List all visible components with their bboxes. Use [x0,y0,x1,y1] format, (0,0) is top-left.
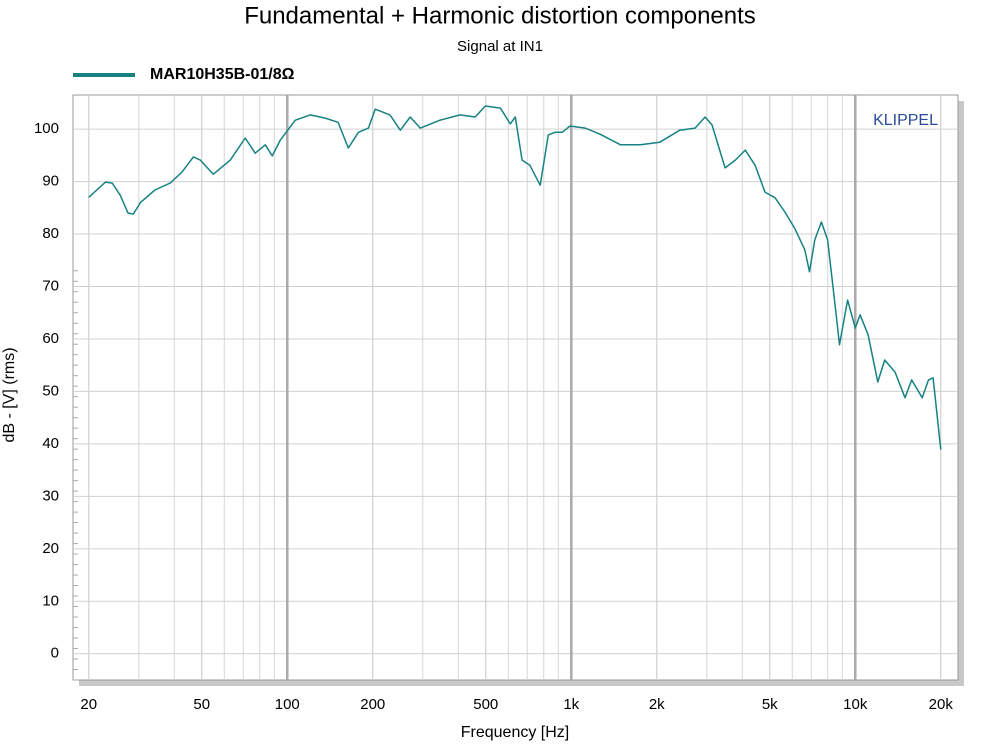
plot-area [72,94,959,681]
x-tick-label: 10k [843,696,868,713]
y-tick-label: 80 [42,225,59,242]
legend-label: MAR10H35B-01/8Ω [150,66,295,83]
y-tick-label: 20 [42,540,59,557]
y-tick-label: 90 [42,173,59,190]
y-tick-label: 0 [51,645,59,662]
x-tick-label: 20 [80,696,97,713]
x-tick-label: 100 [275,696,300,713]
data-line [88,105,942,450]
y-tick-label: 60 [42,330,59,347]
x-tick-label: 1k [563,696,579,713]
y-tick-label: 50 [42,382,59,399]
y-tick-label: 10 [42,592,59,609]
x-tick-label: 50 [193,696,210,713]
x-tick-label: 500 [473,696,498,713]
x-axis-label: Frequency [Hz] [461,724,569,741]
chart-title: Fundamental + Harmonic distortion compon… [244,2,756,29]
y-tick-label: 40 [42,435,59,452]
x-tick-label: 20k [929,696,954,713]
x-tick-label: 5k [762,696,778,713]
y-tick-label: 100 [34,120,59,137]
y-tick-label: 30 [42,487,59,504]
y-axis-label: dB - [V] (rms) [1,347,18,442]
x-tick-label: 200 [360,696,385,713]
x-tick-label: 2k [649,696,665,713]
y-tick-label: 70 [42,277,59,294]
annotation: KLIPPEL [873,112,938,129]
chart-subtitle: Signal at IN1 [457,38,543,55]
